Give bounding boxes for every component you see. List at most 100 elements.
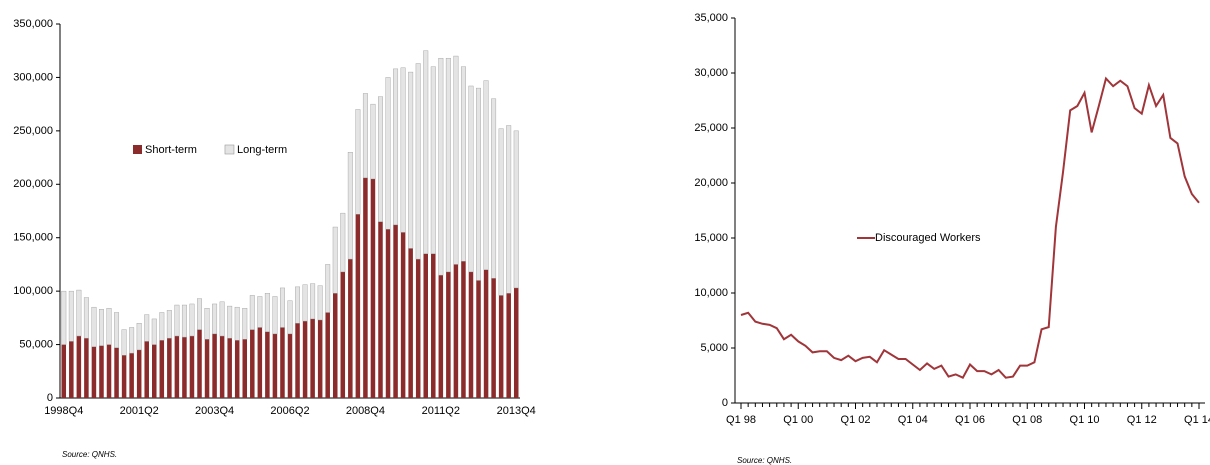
bar-segment bbox=[340, 212, 346, 273]
x-tick-label: Q1 08 bbox=[1012, 414, 1042, 426]
bar-segment bbox=[227, 305, 233, 339]
bar-segment bbox=[513, 130, 519, 289]
bar-segment bbox=[91, 306, 97, 347]
x-tick-label: Q1 98 bbox=[726, 414, 756, 426]
bar-segment bbox=[76, 336, 82, 398]
bar-segment bbox=[68, 290, 74, 342]
y-tick-label: 350,000 bbox=[13, 18, 53, 30]
bar-segment bbox=[385, 229, 391, 398]
bar-segment bbox=[506, 293, 511, 398]
bar-segment bbox=[355, 214, 361, 398]
legend-swatch bbox=[133, 145, 142, 154]
bar-segment bbox=[136, 323, 142, 351]
source-note: Source: QNHS. bbox=[62, 450, 117, 459]
bar-segment bbox=[302, 321, 308, 398]
bar-segment bbox=[491, 278, 496, 398]
y-tick-label: 0 bbox=[722, 397, 728, 409]
x-tick-label: Q1 02 bbox=[841, 414, 871, 426]
x-tick-label: Q1 10 bbox=[1070, 414, 1100, 426]
bar-segment bbox=[400, 232, 406, 398]
x-tick-label: Q1 14 bbox=[1184, 414, 1210, 426]
bar-segment bbox=[159, 340, 165, 398]
bar-segment bbox=[242, 308, 248, 340]
x-tick-label: 2003Q4 bbox=[195, 405, 234, 417]
bar-segment bbox=[61, 344, 67, 398]
bar-segment bbox=[483, 269, 489, 398]
x-tick-label: 2011Q2 bbox=[422, 405, 460, 417]
bar-segment bbox=[498, 295, 504, 398]
bar-segment bbox=[332, 226, 338, 294]
x-tick-label: 1998Q4 bbox=[44, 405, 83, 417]
bar-segment bbox=[144, 314, 150, 342]
x-tick-label: Q1 00 bbox=[783, 414, 813, 426]
bar-segment bbox=[76, 289, 82, 337]
bar-segment bbox=[151, 318, 157, 345]
bar-segment bbox=[114, 312, 120, 348]
bar-segment bbox=[400, 67, 406, 233]
bar-segment bbox=[347, 152, 353, 260]
bar-segment bbox=[69, 341, 74, 398]
bar-segment bbox=[136, 349, 142, 398]
legend-label: Discouraged Workers bbox=[875, 232, 981, 244]
bar-segment bbox=[325, 312, 330, 398]
bar-segment bbox=[468, 271, 474, 398]
bar-segment bbox=[438, 275, 444, 398]
bar-segment bbox=[317, 285, 323, 321]
bar-segment bbox=[242, 339, 248, 398]
y-tick-label: 30,000 bbox=[694, 67, 728, 79]
bar-segment bbox=[506, 125, 512, 294]
bar-segment bbox=[430, 66, 436, 254]
x-tick-label: Q1 12 bbox=[1127, 414, 1157, 426]
bar-segment bbox=[370, 103, 376, 180]
bar-segment bbox=[415, 63, 421, 260]
bar-segment bbox=[340, 271, 346, 398]
bar-segment bbox=[99, 345, 104, 398]
bar-segment bbox=[453, 55, 459, 265]
data-line bbox=[740, 76, 1200, 380]
bar-segment bbox=[431, 253, 436, 398]
bar-segment bbox=[408, 71, 414, 249]
y-tick-label: 200,000 bbox=[13, 178, 53, 190]
bar-segment bbox=[385, 77, 391, 230]
bar-segment bbox=[129, 327, 135, 354]
bar-segment bbox=[189, 336, 195, 398]
bar-segment bbox=[348, 259, 353, 398]
bar-segment bbox=[250, 329, 255, 398]
bar-segment bbox=[121, 329, 127, 356]
bar-segment bbox=[302, 284, 308, 322]
bar-segment bbox=[393, 68, 399, 226]
bar-segment bbox=[257, 296, 263, 328]
bar-segment bbox=[197, 329, 202, 398]
bar-segment bbox=[234, 306, 240, 341]
y-tick-label: 250,000 bbox=[13, 125, 53, 137]
bar-segment bbox=[249, 295, 255, 330]
bar-segment bbox=[513, 287, 519, 398]
bar-segment bbox=[264, 293, 270, 332]
x-tick-label: Q1 04 bbox=[898, 414, 928, 426]
bar-segment bbox=[91, 346, 97, 398]
bar-segment bbox=[295, 323, 300, 398]
bar-segment bbox=[476, 87, 481, 281]
bar-segment bbox=[129, 353, 134, 398]
legend-label: Short-term bbox=[145, 144, 197, 156]
bar-segment bbox=[279, 287, 285, 328]
bar-segment bbox=[182, 337, 187, 398]
bar-segment bbox=[378, 96, 383, 222]
bar-segment bbox=[174, 304, 180, 337]
bar-segment bbox=[212, 303, 218, 335]
bar-segment bbox=[295, 286, 301, 324]
bar-segment bbox=[468, 85, 474, 273]
bar-segment bbox=[438, 57, 444, 276]
bar-segment bbox=[234, 340, 240, 398]
bar-segment bbox=[212, 333, 217, 398]
bar-segment bbox=[99, 309, 104, 346]
bar-segment bbox=[106, 308, 112, 345]
bar-segment bbox=[114, 347, 119, 398]
y-tick-label: 0 bbox=[47, 392, 53, 404]
bar-segment bbox=[370, 178, 376, 398]
bar-segment bbox=[461, 261, 466, 398]
bar-segment bbox=[498, 128, 504, 296]
bar-segment bbox=[325, 264, 331, 313]
bar-segment bbox=[310, 283, 316, 320]
